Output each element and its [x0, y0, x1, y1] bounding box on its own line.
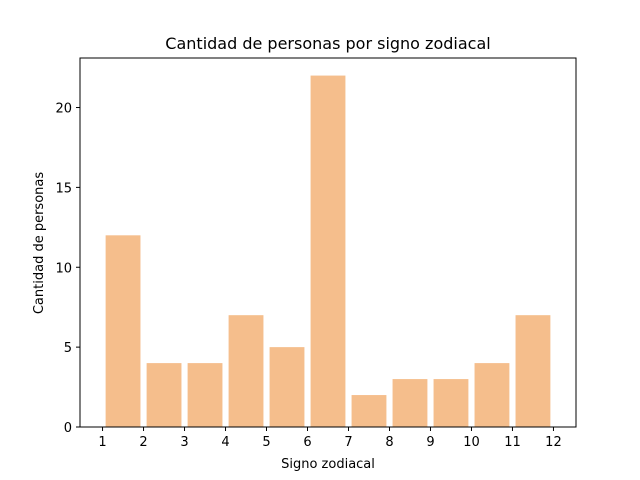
y-tick-label: 15 [55, 181, 72, 196]
bar-5 [269, 347, 305, 427]
chart-title: Cantidad de personas por signo zodiacal [165, 34, 490, 53]
bars [105, 75, 551, 428]
x-tick-label: 5 [262, 435, 270, 450]
x-tick-label: 4 [221, 435, 229, 450]
x-tick-label: 3 [180, 435, 188, 450]
bar-10 [474, 363, 510, 427]
bar-2 [146, 363, 182, 427]
x-tick-label: 7 [344, 435, 352, 450]
y-tick-label: 0 [64, 421, 72, 436]
bar-3 [187, 363, 223, 427]
x-tick-label: 9 [426, 435, 434, 450]
x-axis-label: Signo zodiacal [281, 457, 375, 472]
x-tick-label: 12 [545, 435, 562, 450]
x-tick-label: 2 [139, 435, 147, 450]
x-tick-label: 11 [504, 435, 521, 450]
bar-6 [310, 75, 346, 428]
bar-4 [228, 315, 264, 427]
y-tick-label: 20 [55, 102, 72, 117]
y-tick-label: 5 [64, 341, 72, 356]
bar-9 [433, 379, 469, 427]
x-tick-label: 6 [303, 435, 311, 450]
plot-frame [79, 57, 577, 428]
bar-1 [105, 235, 141, 427]
x-axis-ticks: 1 2 3 4 5 6 7 8 9 10 11 12 [98, 427, 562, 450]
y-tick-label: 10 [55, 261, 72, 276]
y-axis-label: Cantidad de personas [32, 172, 47, 315]
bar-8 [392, 379, 428, 427]
x-tick-label: 8 [385, 435, 393, 450]
bar-11 [515, 315, 551, 427]
y-axis-ticks: 0 5 10 15 20 [55, 102, 80, 436]
x-tick-label: 10 [463, 435, 480, 450]
bar-7 [351, 395, 387, 427]
x-tick-label: 1 [98, 435, 106, 450]
